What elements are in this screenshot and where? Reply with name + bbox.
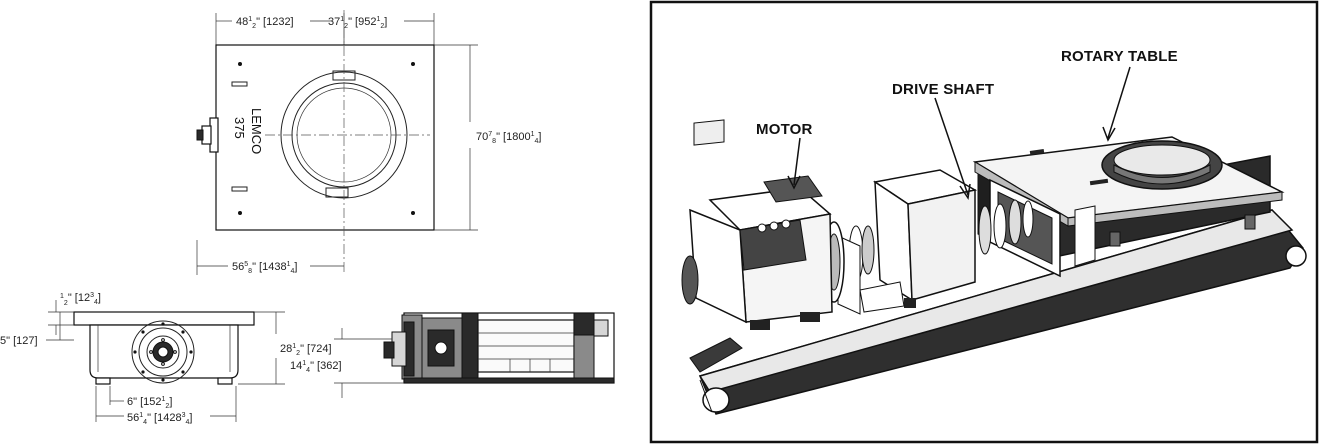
dim-top-plate: 12" [1234]	[60, 292, 101, 307]
motor-unit	[681, 119, 905, 330]
flange	[131, 320, 195, 384]
brand-label: LEMCO	[249, 108, 264, 154]
callout-drive-shaft: DRIVE SHAFT	[892, 81, 994, 98]
dim-foot: 6" [15212]	[127, 396, 172, 410]
gearbox	[873, 169, 978, 308]
top-view: 4812" [1232] 3712" [95212] LEMCO 375	[196, 10, 541, 275]
dim-left-width: 4812" [1232]	[236, 16, 294, 30]
rotary-table-unit	[972, 136, 1285, 278]
illustration-panel: MOTOR DRIVE SHAFT ROTARY TABLE	[649, 0, 1319, 444]
front-view: 12" [1234] 5" [127] 2812" [724] 6" [1521…	[0, 292, 332, 426]
callout-rotary-table: ROTARY TABLE	[1061, 48, 1178, 65]
model-label: 375	[232, 117, 247, 139]
dim-front-height: 2812" [724]	[280, 343, 332, 357]
dim-right-width: 3712" [95212]	[328, 16, 387, 30]
dim-offset: 5658" [143814]	[232, 261, 297, 275]
top-plate	[215, 44, 435, 231]
callout-motor: MOTOR	[756, 121, 813, 138]
dim-height: 7078" [180014]	[476, 131, 541, 145]
dim-front-width: 5614" [142834]	[127, 412, 192, 426]
dim-base: 5" [127]	[0, 335, 38, 347]
section-view: 1414" [362]	[290, 312, 615, 398]
dim-shaft: 1414" [362]	[290, 360, 342, 374]
